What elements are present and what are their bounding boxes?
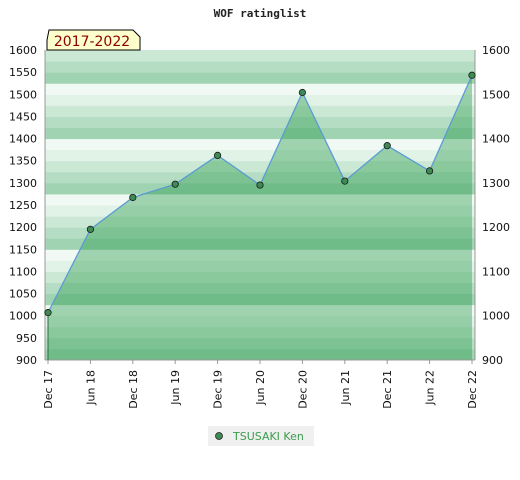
x-tick-label: Dec 20 <box>296 370 309 409</box>
x-tick-label: Jun 18 <box>84 370 97 406</box>
y-tick-label-right: 1100 <box>482 265 510 278</box>
background-band <box>45 271 475 283</box>
background-band <box>45 205 475 217</box>
background-band <box>45 238 475 250</box>
data-point <box>129 193 137 202</box>
background-band <box>45 138 475 151</box>
data-point <box>383 142 391 150</box>
data-point <box>468 71 476 79</box>
y-tick-label-left: 1150 <box>9 243 37 256</box>
data-markers <box>44 71 476 317</box>
y-tick-label-left: 1100 <box>9 265 37 278</box>
y-tick-label-left: 1450 <box>9 110 37 123</box>
x-tick-label: Dec 21 <box>381 370 394 409</box>
background-band <box>45 293 475 306</box>
y-tick-label-left: 1350 <box>9 155 37 168</box>
x-tick-label: Jun 19 <box>169 370 182 406</box>
x-tick-label: Dec 22 <box>466 370 479 409</box>
y-tick-label-right: 1400 <box>482 133 510 146</box>
y-tick-label-left: 1500 <box>9 88 37 101</box>
y-tick-label-left: 950 <box>16 332 37 345</box>
period-badge: 2017-2022 <box>46 29 141 51</box>
data-point <box>298 88 306 97</box>
chart-title: WOF ratinglist <box>214 7 307 20</box>
y-tick-label-left: 1300 <box>9 177 37 190</box>
background-band <box>45 61 475 73</box>
data-point <box>341 177 349 185</box>
data-point <box>171 180 179 188</box>
x-tick-label: Jun 22 <box>424 370 437 406</box>
period-badge-label: 2017-2022 <box>54 34 130 50</box>
x-axis-ticks: Dec 17 Jun 18 Dec 18 Jun 19 Dec 19 Jun 20 Dec … <box>42 360 479 409</box>
background-band <box>45 315 475 328</box>
background-band <box>45 282 475 295</box>
data-point <box>214 151 222 159</box>
y-tick-label-left: 1550 <box>9 66 37 79</box>
y-tick-label-left: 1050 <box>9 288 37 301</box>
series-area <box>48 75 472 360</box>
background-band <box>45 83 475 95</box>
y-tick-label-left: 1200 <box>9 221 37 234</box>
background-band <box>45 326 475 339</box>
y-tick-label-right: 1600 <box>482 44 510 57</box>
background-band <box>45 94 475 106</box>
background-band <box>45 149 475 162</box>
background-band <box>45 160 475 173</box>
x-tick-label: Dec 17 <box>42 370 55 409</box>
background-band <box>45 260 475 272</box>
background-band <box>45 337 475 350</box>
y-tick-label-right: 1300 <box>482 177 510 190</box>
background-band <box>45 193 475 206</box>
background-band <box>45 227 475 239</box>
y-tick-label-left: 900 <box>16 354 37 367</box>
legend-series-name: TSUSAKI Ken <box>232 430 304 443</box>
y-axis-right-ticks: 900 1000 1100 1200 1300 1400 1500 1600 <box>482 44 510 367</box>
legend: TSUSAKI Ken <box>208 426 314 446</box>
background-band <box>45 72 475 84</box>
y-tick-label-left: 1600 <box>9 44 37 57</box>
background-band <box>45 171 475 184</box>
x-tick-label: Dec 18 <box>127 370 140 409</box>
background-band <box>45 304 475 317</box>
data-point <box>86 225 95 233</box>
y-tick-label-right: 1000 <box>482 310 510 323</box>
data-point <box>425 167 434 175</box>
y-tick-label-right: 1200 <box>482 221 510 234</box>
y-axis-left-ticks: 900 950 1000 1050 1100 1150 1200 1250 1300 1350 14… <box>9 44 37 367</box>
y-tick-label-right: 900 <box>482 354 503 367</box>
legend-marker <box>215 432 223 440</box>
background-band <box>45 50 475 62</box>
x-tick-label: Jun 20 <box>254 370 267 406</box>
background-band <box>45 348 475 361</box>
background-band <box>45 105 475 117</box>
data-point <box>44 309 52 317</box>
y-tick-label-left: 1000 <box>9 310 37 323</box>
y-tick-label-left: 1400 <box>9 133 37 146</box>
x-tick-label: Jun 21 <box>339 370 352 406</box>
background-band <box>45 127 475 140</box>
data-point <box>256 181 264 189</box>
background-band <box>45 249 475 261</box>
area-layer <box>48 75 472 360</box>
background-band <box>45 216 475 228</box>
y-tick-label-left: 1250 <box>9 199 37 212</box>
background-band <box>45 116 475 128</box>
x-tick-label: Dec 19 <box>212 370 225 409</box>
y-tick-label-right: 1500 <box>482 88 510 101</box>
